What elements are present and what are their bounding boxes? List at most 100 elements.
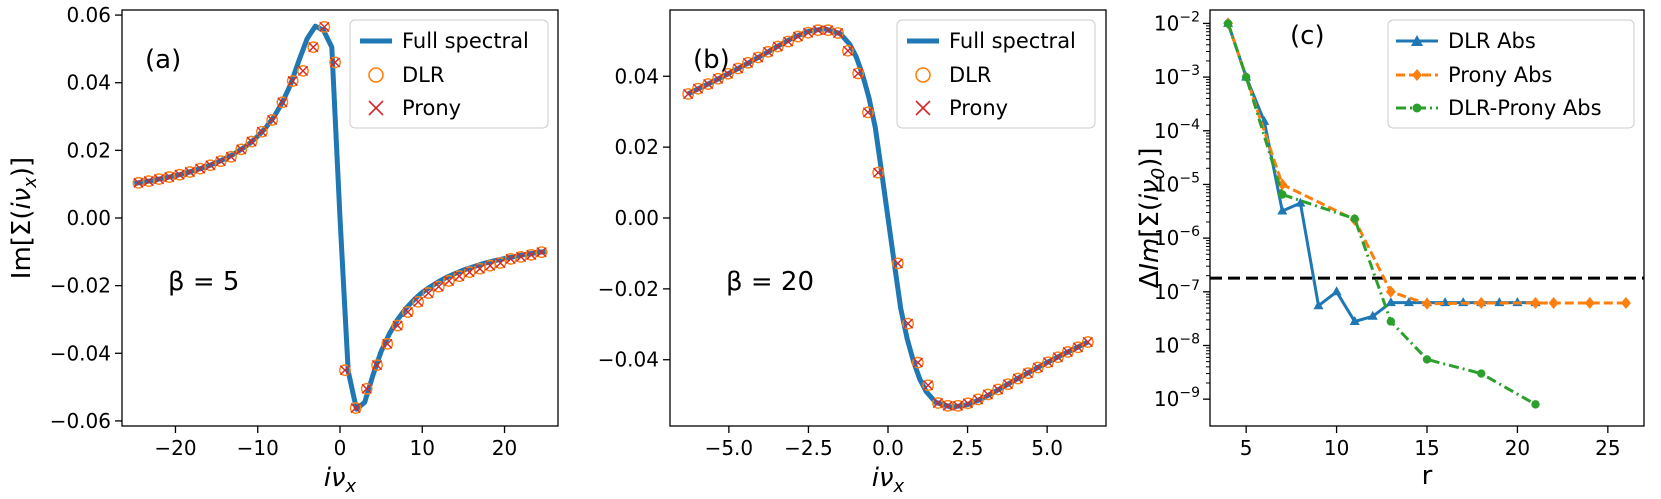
panel-c-x-tick-label: 25: [1595, 436, 1620, 460]
panel-c-legend-dlr-prony-label: DLR-Prony Abs: [1448, 96, 1602, 120]
panel-a-x-tick-label: −10: [237, 436, 279, 460]
panel-a-dlr-marker: [214, 155, 227, 168]
panel-b-prony-marker: [852, 68, 864, 79]
panel-a-dlr-marker: [307, 41, 320, 54]
panel-b-dlr-marker: [1031, 361, 1044, 374]
panel-c-y-tick-label: 10−9: [1154, 385, 1200, 411]
panel-b-dlr-marker: [912, 356, 924, 369]
panel-a-legend-dlr-label: DLR: [402, 63, 444, 87]
panel-c-y-axis-label: ΔIm[Σ(iν0)]: [1135, 147, 1169, 288]
panel-b-dlr-marker: [891, 257, 904, 270]
panel-a-legend-prony-swatch: [368, 100, 384, 116]
panel-c-y-tick-label: 10−3: [1154, 63, 1200, 89]
panel-a-prony-marker: [433, 281, 444, 292]
panel-a-y-tick-label: −0.02: [50, 274, 111, 298]
panel-c-dlr-abs-marker: [1367, 310, 1378, 320]
panel-c-dlr-prony-abs-marker: [1241, 72, 1251, 82]
panel-b-prony-marker: [952, 400, 964, 411]
panel-b-prony-marker: [703, 78, 714, 90]
panel-a-dlr-marker: [329, 56, 341, 69]
panel-a-dlr-marker: [297, 64, 309, 77]
panel-a-prony-marker: [184, 166, 195, 178]
panel-c-x-tick-label: 15: [1414, 436, 1439, 460]
panel-b-x-tick-label: −5.0: [705, 436, 754, 460]
panel-a-dlr-marker: [276, 96, 289, 109]
panel-a-dlr-marker: [235, 143, 248, 156]
panel-b-prony-marker: [1002, 379, 1014, 390]
panel-a-dlr-marker: [339, 364, 351, 377]
panel-a-prony-marker: [195, 163, 206, 174]
panel-b-y-tick-label: 0.02: [614, 135, 659, 159]
panel-c-dlr-abs-marker: [1331, 286, 1342, 296]
panel-a-prony-marker: [350, 402, 361, 414]
panel-a-x-ticks: −20 −10 0 10 20: [154, 426, 517, 460]
panel-b-dlr-marker: [732, 62, 745, 75]
panel-a-prony-marker: [246, 136, 257, 147]
panel-b-prony-marker: [873, 167, 884, 178]
panel-a-prony-marker: [133, 177, 144, 188]
panel-b-x-tick-label: 5.0: [1031, 436, 1063, 460]
panel-c-dlr-prony-abs-marker: [1422, 355, 1432, 364]
panel-b-dlr-marker: [1072, 341, 1084, 354]
panel-b-dlr-marker: [1052, 351, 1064, 364]
panel-a-prony-marker: [143, 176, 154, 187]
panel-a-x-tick-label: 10: [410, 436, 435, 460]
panel-c-plot-area: [1210, 17, 1644, 409]
panel-b-dlr-marker: [722, 67, 734, 80]
panel-a-dlr-marker: [422, 287, 435, 299]
panel-a-dlr-marker: [391, 319, 404, 332]
panel-a-prony-marker: [277, 97, 288, 108]
panel-a-prony-marker: [339, 365, 351, 376]
panel-c-dlr-abs-marker: [1295, 197, 1306, 207]
panel-b-dlr-marker: [922, 379, 934, 392]
panel-a-prony-marker: [454, 271, 465, 282]
panel-b-y-tick-label: −0.04: [598, 348, 659, 372]
panel-b-plot-area: [682, 24, 1094, 412]
panel-a-x-axis-label: iνx: [324, 463, 357, 497]
panel-b-x-tick-label: 0.0: [872, 436, 904, 460]
panel-b-prony-marker: [762, 46, 774, 57]
panel-a-dlr-marker: [473, 262, 486, 275]
panel-b-dlr-marker: [961, 397, 974, 410]
panel-c-y-tick-label: 10−8: [1154, 331, 1200, 357]
panel-a-y-tick-label: 0.00: [66, 206, 111, 230]
panel-b-prony-marker: [753, 52, 764, 63]
panel-a-dlr-marker: [401, 306, 414, 318]
panel-a-plot-area: [132, 21, 548, 414]
panel-a-legend-dlr-swatch: [368, 67, 384, 83]
panel-a-prony-marker: [225, 151, 237, 162]
panel-a-prony-marker: [329, 57, 341, 68]
panel-b-prony-marker: [942, 400, 953, 411]
panel-b-legend-prony-swatch: [915, 100, 931, 116]
panel-c-dlr-prony-abs-marker: [1386, 317, 1396, 326]
panel-a-dlr-marker: [225, 150, 237, 163]
panel-b-prony-marker: [982, 389, 994, 400]
panel-a-prony-marker: [464, 267, 475, 278]
panel-a-prony-marker: [308, 42, 319, 53]
panel-a-prony-marker: [153, 174, 165, 185]
panel-c-prony-abs-line: [1226, 22, 1626, 306]
panel-a-prony-marker: [536, 247, 547, 258]
panel-b-prony-marker: [803, 27, 814, 38]
panel-b-dlr-marker: [852, 67, 864, 80]
panel-b-x-ticks: −5.0 −2.5 0.0 2.5 5.0: [705, 426, 1063, 460]
panel-b-dlr-marker: [712, 72, 724, 85]
panel-c-dlr-prony-abs-line: [1226, 22, 1537, 406]
panel-a-x-tick-label: 20: [492, 436, 517, 460]
panel-c-prony-abs-marker: [1620, 296, 1631, 309]
panel-a-prony-marker: [267, 114, 278, 126]
panel-b-legend-frame: [896, 19, 1096, 129]
panel-a-prony-marker: [382, 338, 393, 349]
panel-a-dlr-marker: [432, 280, 445, 293]
panel-b-prony-marker: [792, 31, 804, 42]
panel-a-dlr-marker: [204, 159, 217, 172]
panel-b-dlr-marker: [782, 35, 794, 48]
panel-b-dlr-marker: [982, 388, 994, 401]
panel-b-x-tick-label: −2.5: [784, 436, 833, 460]
panel-a-prony-marker: [515, 251, 527, 262]
panel-c-prony-abs-marker: [1476, 296, 1487, 309]
panel-b-prony-marker: [722, 68, 734, 79]
panel-b-prony-marker: [993, 384, 1004, 395]
panel-c-x-tick-label: 5: [1240, 436, 1253, 460]
panel-a-dlr-marker: [381, 337, 394, 350]
